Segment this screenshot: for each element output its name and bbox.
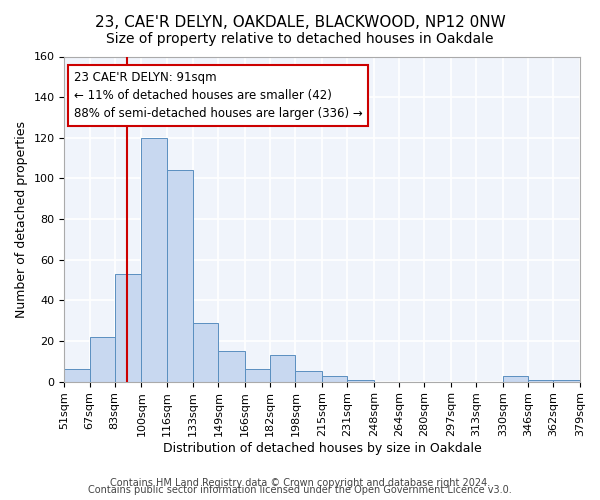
Text: Contains HM Land Registry data © Crown copyright and database right 2024.: Contains HM Land Registry data © Crown c…	[110, 478, 490, 488]
Bar	[64, 370, 89, 382]
Bar	[193, 322, 218, 382]
Bar	[528, 380, 553, 382]
Text: 23, CAE'R DELYN, OAKDALE, BLACKWOOD, NP12 0NW: 23, CAE'R DELYN, OAKDALE, BLACKWOOD, NP1…	[95, 15, 505, 30]
Text: Size of property relative to detached houses in Oakdale: Size of property relative to detached ho…	[106, 32, 494, 46]
Text: 23 CAE'R DELYN: 91sqm
← 11% of detached houses are smaller (42)
88% of semi-deta: 23 CAE'R DELYN: 91sqm ← 11% of detached …	[74, 70, 362, 120]
Bar	[218, 351, 245, 382]
X-axis label: Distribution of detached houses by size in Oakdale: Distribution of detached houses by size …	[163, 442, 482, 455]
Bar	[503, 376, 528, 382]
Bar	[167, 170, 193, 382]
Bar	[295, 372, 322, 382]
Bar	[271, 355, 295, 382]
Bar	[553, 380, 580, 382]
Bar	[245, 370, 271, 382]
Text: Contains public sector information licensed under the Open Government Licence v3: Contains public sector information licen…	[88, 485, 512, 495]
Bar	[142, 138, 167, 382]
Y-axis label: Number of detached properties: Number of detached properties	[15, 120, 28, 318]
Bar	[322, 376, 347, 382]
Bar	[115, 274, 142, 382]
Bar	[89, 337, 115, 382]
Bar	[347, 380, 374, 382]
